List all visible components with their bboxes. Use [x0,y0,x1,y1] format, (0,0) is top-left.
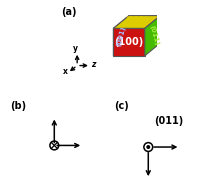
Text: (100): (100) [114,37,144,47]
Polygon shape [113,28,145,56]
Text: y: y [73,44,78,53]
Text: (001): (001) [115,25,126,46]
Polygon shape [113,16,129,56]
Text: x: x [60,111,65,119]
Text: x: x [63,67,68,76]
Text: (a): (a) [61,7,77,17]
Text: y: y [86,146,92,156]
Text: (b): (b) [10,101,26,111]
Text: (010): (010) [125,16,148,26]
Text: z: z [41,139,46,148]
Text: z: z [135,141,140,150]
Text: (011): (011) [148,25,160,46]
Circle shape [144,143,153,151]
Text: (c): (c) [115,101,129,111]
Text: y: y [184,146,190,155]
Polygon shape [145,16,160,56]
Text: x: x [153,177,158,186]
Text: (001): (001) [40,168,69,178]
Circle shape [147,146,150,148]
Polygon shape [113,16,160,28]
Text: z: z [90,60,95,69]
Text: (011): (011) [155,116,184,126]
